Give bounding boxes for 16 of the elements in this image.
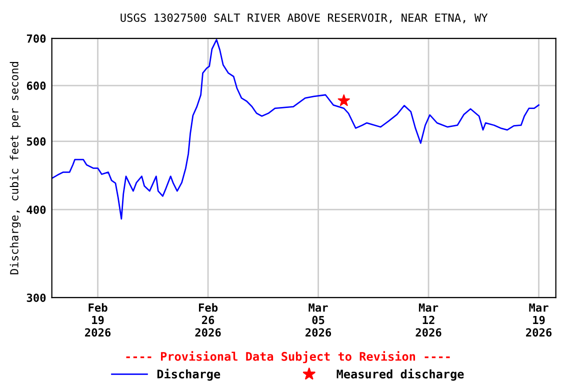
line-series <box>52 39 540 220</box>
legend-label: Measured discharge <box>336 368 464 381</box>
x-tick-label: Feb 26 2026 <box>195 303 221 337</box>
x-tick-label: Feb 19 2026 <box>85 303 111 337</box>
y-tick-label: 600 <box>26 82 46 90</box>
chart-title: USGS 13027500 SALT RIVER ABOVE RESERVOIR, NEAR ETNA, WY <box>120 13 488 24</box>
text: ---- Provisional Data Subject to Revision ---- <box>126 351 450 364</box>
x-tick-label: Mar 05 2026 <box>306 304 332 337</box>
y-axis-title: Discharge, cubic feet per second <box>10 62 21 274</box>
y-tick-label: 400 <box>26 206 46 214</box>
x-tick-label: Mar 12 2026 <box>416 304 442 337</box>
x-tick-label: Mar 19 2026 <box>526 304 552 337</box>
y-tick-label: 500 <box>26 137 46 146</box>
y-tick-label: 700 <box>26 34 46 43</box>
y-tick-label: 300 <box>26 294 46 302</box>
legend-label: Discharge <box>157 368 220 381</box>
